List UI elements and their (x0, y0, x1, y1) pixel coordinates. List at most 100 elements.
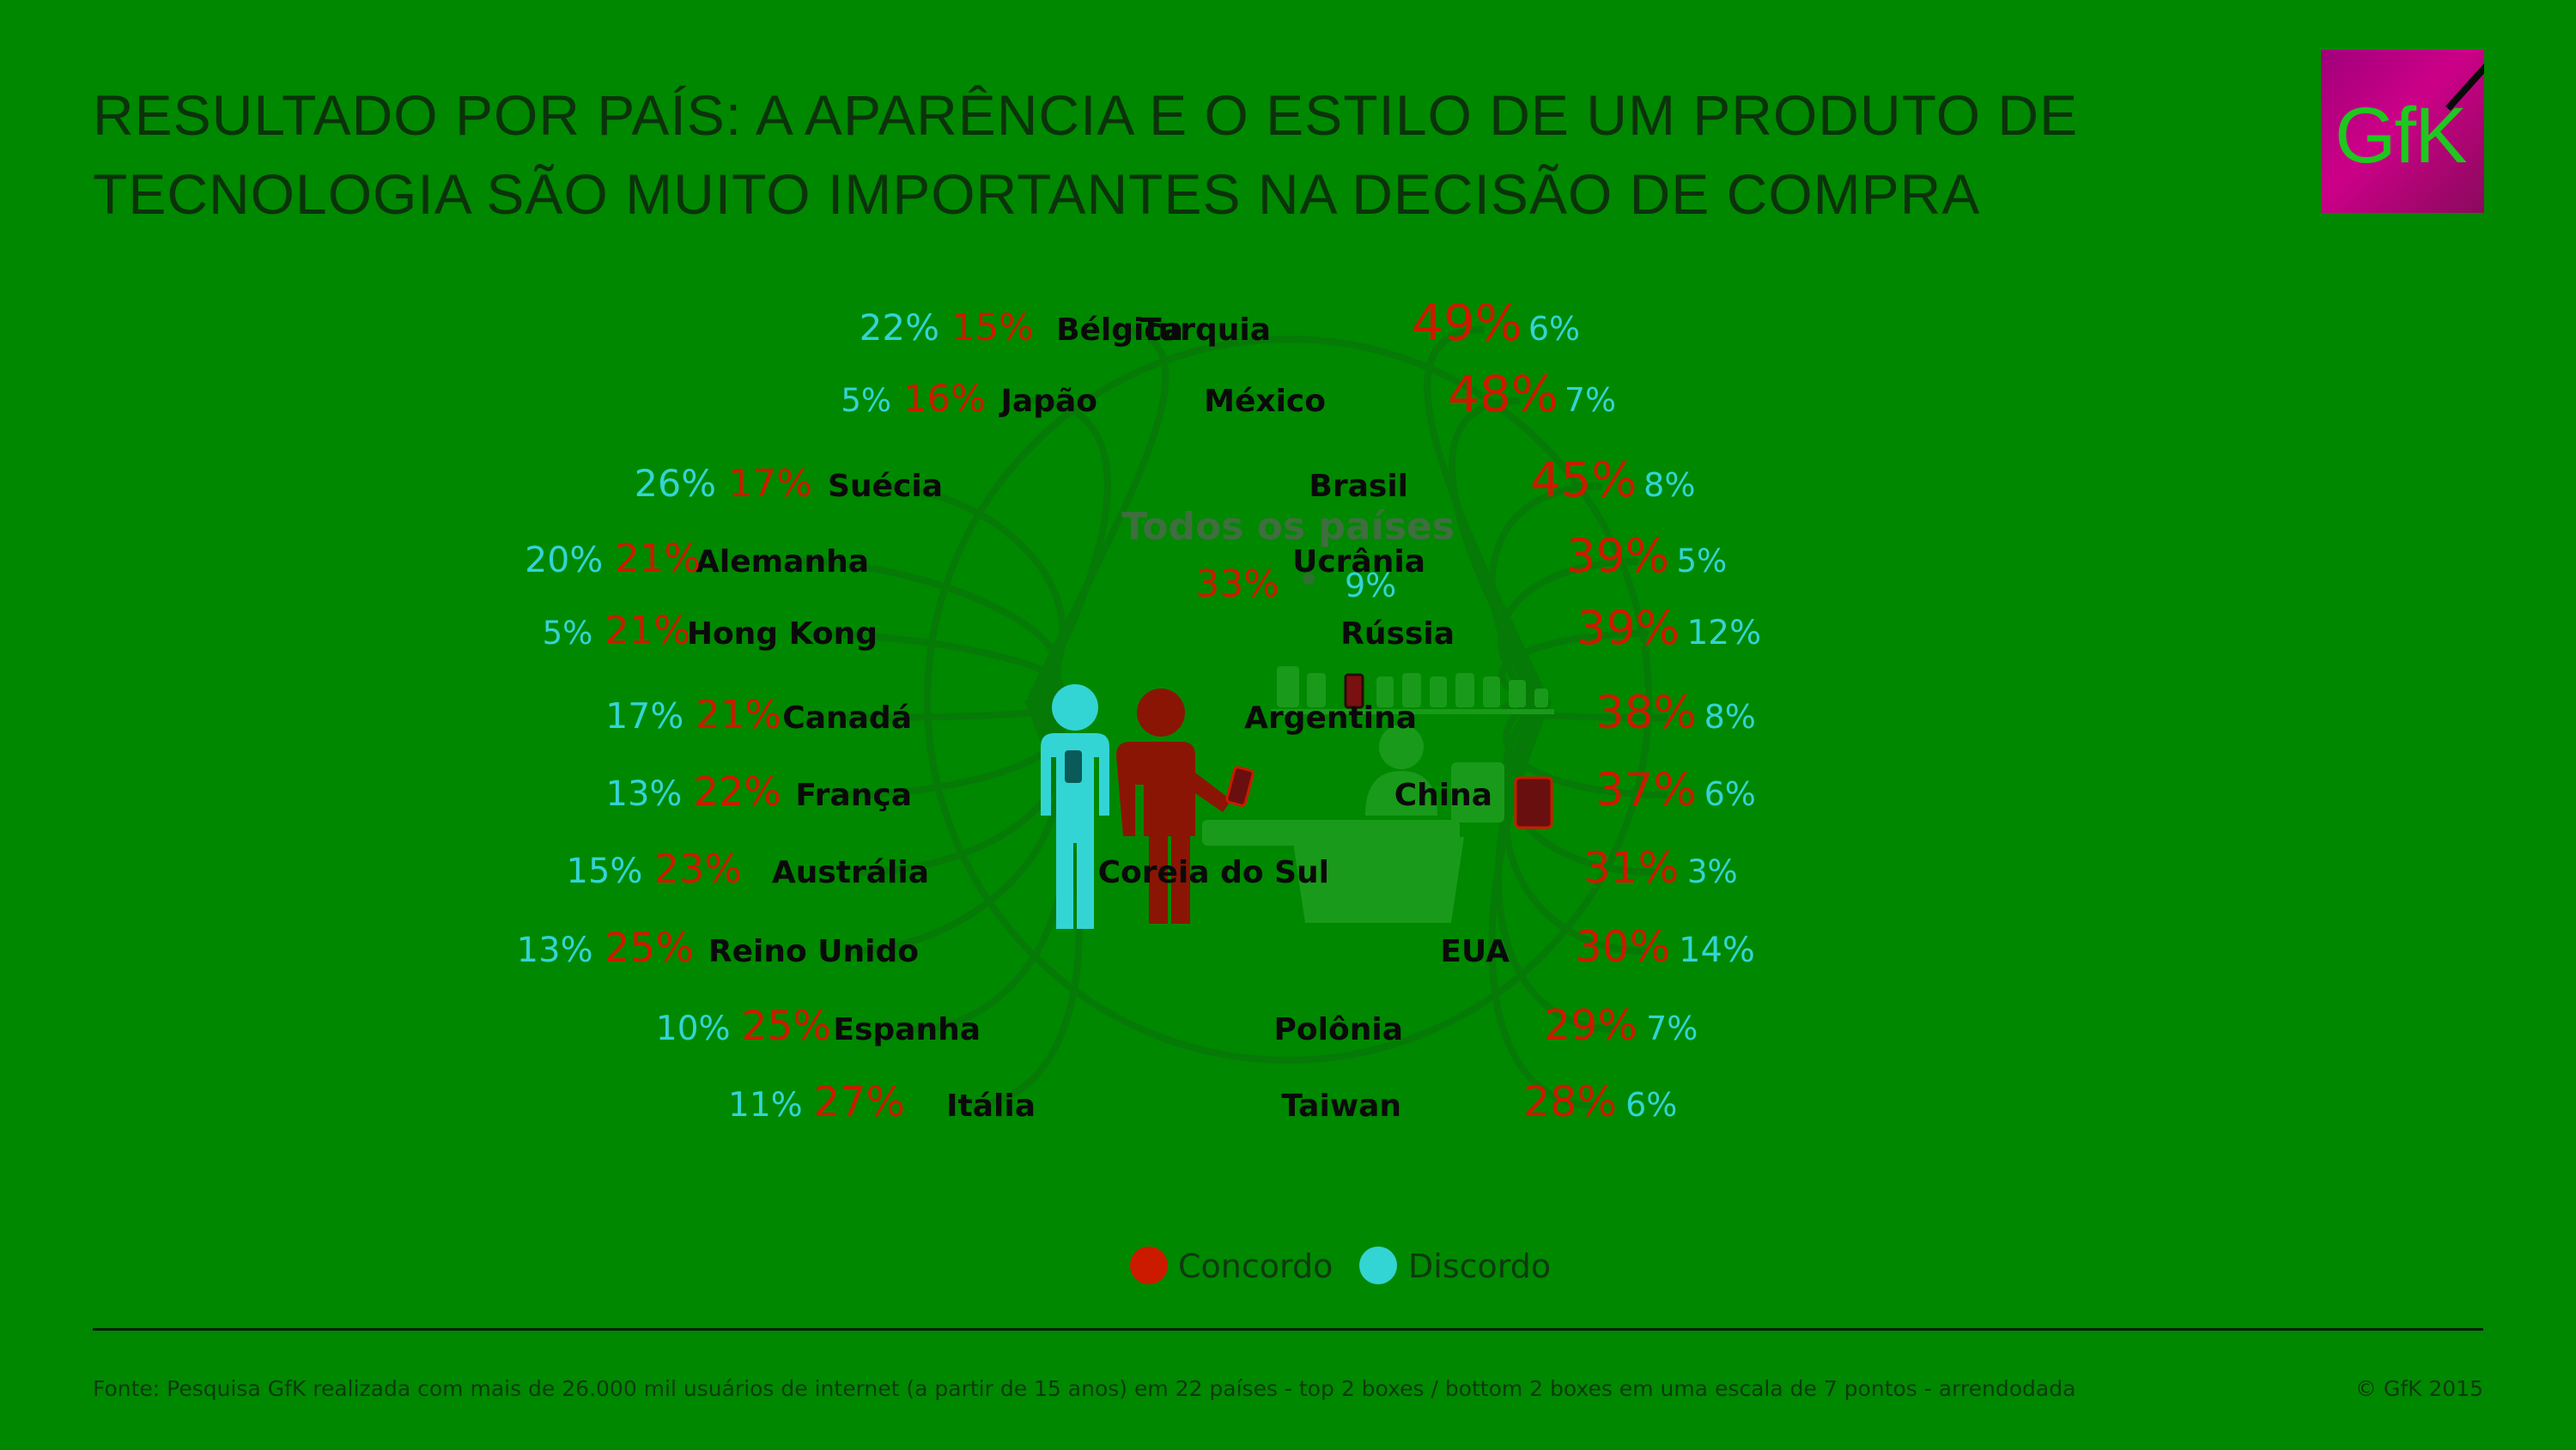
discordo-value: 3% (1687, 853, 1738, 890)
overall-discordo: 9% (1345, 567, 1396, 604)
concordo-value: 15% (951, 306, 1034, 349)
concordo-value: 22% (694, 768, 781, 815)
discordo-value: 20% (525, 539, 603, 580)
title-line-2: TECNOLOGIA SÃO MUITO IMPORTANTES NA DECI… (93, 162, 1981, 226)
country-label: Polônia (1274, 1012, 1403, 1047)
country-label: Rússia (1340, 616, 1455, 652)
person-concordo-icon (1116, 689, 1255, 924)
country-label: Austrália (772, 855, 929, 890)
legend-discordo-label: Discordo (1408, 1247, 1551, 1285)
branch-lines (799, 326, 1668, 1109)
discordo-value: 7% (1564, 381, 1616, 419)
page-title: RESULTADO POR PAÍS: A APARÊNCIA E O ESTI… (93, 76, 2239, 234)
country-label: Japão (999, 384, 1097, 419)
branch-line-right (1449, 397, 1546, 701)
discordo-value: 8% (1704, 698, 1756, 736)
discordo-value: 12% (1686, 614, 1761, 652)
country-label: Hong Kong (687, 616, 878, 652)
discordo-value: 6% (1625, 1086, 1677, 1124)
discordo-value: 15% (567, 852, 643, 891)
concordo-value: 45% (1530, 452, 1637, 508)
branch-line-left (1028, 397, 1111, 701)
country-label: Ucrânia (1292, 544, 1425, 579)
branch-line-left (849, 697, 1062, 955)
tablet-icon (1514, 776, 1553, 829)
country-label: Brasil (1309, 469, 1408, 504)
country-label: EUA (1440, 934, 1510, 969)
country-label: Espanha (833, 1012, 981, 1047)
decorative-tree (799, 326, 1668, 1109)
branch-line-right (1498, 558, 1639, 703)
branch-line-right (1494, 698, 1617, 1033)
concordo-value: 39% (1577, 601, 1680, 655)
branch-line-right (1502, 697, 1648, 955)
concordo-value: 25% (605, 925, 694, 972)
country-label: Alemanha (696, 544, 869, 579)
country-label: Suécia (828, 469, 943, 504)
discordo-value: 13% (517, 931, 593, 970)
country-label: Bélgica (1056, 312, 1183, 348)
concordo-value: 28% (1523, 1077, 1617, 1126)
concordo-value: 37% (1595, 764, 1697, 816)
discordo-value: 8% (1643, 466, 1695, 504)
discordo-value: 6% (1704, 775, 1756, 813)
concordo-value: 21% (696, 692, 781, 737)
highlighted-phone-icon (1344, 673, 1364, 709)
branch-line-right (1424, 326, 1549, 701)
logo-wordmark: GfK (2335, 92, 2467, 179)
discordo-value: 14% (1679, 931, 1755, 970)
person-discordo-icon (1041, 684, 1109, 929)
concordo-value: 16% (903, 378, 986, 421)
concordo-value: 23% (654, 846, 742, 892)
discordo-value: 6% (1528, 310, 1580, 348)
country-label: França (795, 778, 912, 813)
discordo-value: 26% (635, 463, 717, 506)
shopping-illustration (1041, 666, 1554, 929)
gfk-logo: GfK (2321, 50, 2484, 213)
concordo-value: 21% (615, 536, 701, 581)
copyright: © GfK 2015 (2354, 1376, 2483, 1401)
overall-dot (1303, 573, 1315, 585)
discordo-value: 5% (841, 382, 891, 419)
legend: Concordo Discordo (1130, 1247, 1551, 1285)
concordo-value: 17% (728, 462, 812, 506)
cashier-icon (1202, 725, 1504, 923)
country-label: Coreia do Sul (1098, 855, 1329, 890)
concordo-value: 49% (1412, 294, 1522, 352)
country-label: Turquia (1140, 312, 1271, 348)
overall-concordo: 33% (1195, 562, 1279, 606)
country-rows: Bélgica 15% 22% Japão 16% 5% Suécia 17% 26% Alema… (517, 294, 1761, 1126)
discordo-value: 17% (605, 695, 683, 737)
concordo-value: 38% (1595, 687, 1697, 739)
country-label: Taiwan (1281, 1089, 1401, 1124)
concordo-value: 27% (813, 1078, 905, 1126)
concordo-value: 48% (1448, 365, 1558, 423)
source-note: Fonte: Pesquisa GfK realizada com mais d… (93, 1376, 2076, 1401)
country-label: Reino Unido (708, 934, 919, 969)
discordo-value: 7% (1646, 1010, 1698, 1047)
branch-line-left (1027, 326, 1170, 701)
center-circle (924, 336, 1652, 1064)
footer-divider (93, 1328, 2483, 1331)
discordo-value: 22% (860, 306, 939, 349)
legend-concordo-swatch (1130, 1247, 1168, 1284)
branch-line-right (1503, 696, 1668, 798)
legend-discordo-swatch (1359, 1247, 1397, 1284)
legend-concordo-label: Concordo (1178, 1247, 1333, 1285)
device-shelf-icon (1271, 666, 1554, 714)
country-label: China (1394, 778, 1492, 813)
concordo-value: 25% (742, 1003, 831, 1050)
concordo-value: 29% (1544, 1001, 1637, 1050)
discordo-value: 5% (543, 615, 593, 652)
discordo-value: 13% (606, 774, 683, 814)
concordo-value: 30% (1575, 922, 1670, 972)
country-label: Itália (946, 1089, 1036, 1124)
overall-result: Todos os países 33% 9% (1121, 505, 1455, 606)
discordo-value: 11% (728, 1086, 803, 1125)
discordo-value: 10% (656, 1010, 731, 1048)
title-line-1: RESULTADO POR PAÍS: A APARÊNCIA E O ESTI… (93, 83, 2079, 147)
country-label: Canadá (782, 701, 912, 736)
discordo-value: 5% (1676, 543, 1727, 579)
branch-line-left (799, 558, 1062, 703)
